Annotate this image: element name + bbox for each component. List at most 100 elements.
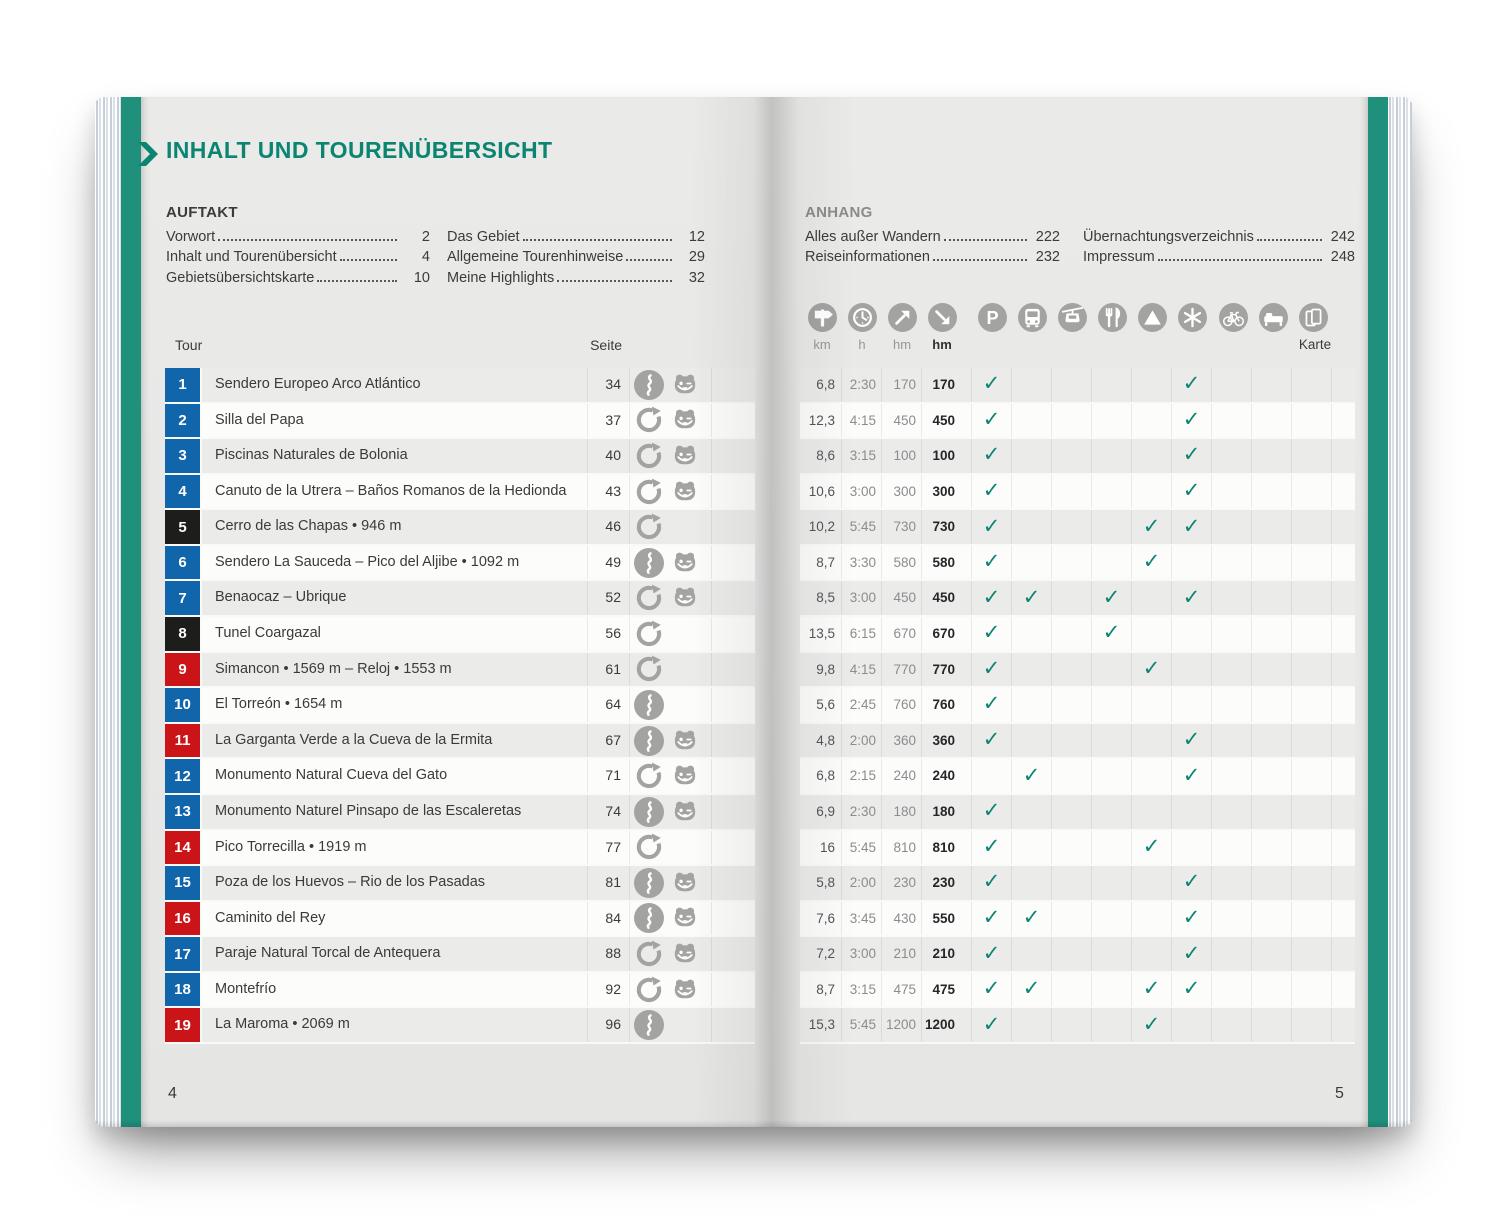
family-bear-icon xyxy=(674,587,696,607)
empty-cell xyxy=(1332,546,1355,580)
tour-number-tile: 6 xyxy=(165,545,202,580)
toc-entry: Alles außer Wandern 222 xyxy=(805,224,1060,245)
tour-number-tile: 18 xyxy=(165,972,202,1007)
empty-cell xyxy=(1332,439,1355,473)
check-cell-bicycle xyxy=(1212,830,1252,865)
check-cell-bus xyxy=(1012,937,1052,971)
checkmark-icon: ✓ xyxy=(982,372,1001,396)
check-cell-snowflake: ✓ xyxy=(1172,759,1212,793)
tour-row: 15 Poza de los Huevos – Rio de los Pasada… xyxy=(165,866,755,902)
check-cell-snowflake xyxy=(1172,545,1212,580)
tour-row: 11 La Garganta Verde a la Cueva de la Erm… xyxy=(165,723,755,760)
checkmark-icon: ✓ xyxy=(1182,372,1201,396)
check-cell-peak: ✓ xyxy=(1132,830,1172,865)
checkmark-icon: ✓ xyxy=(982,977,1001,1001)
tour-type-icons xyxy=(630,688,712,722)
empty-cell xyxy=(712,475,755,509)
family-bear-icon xyxy=(674,409,696,429)
check-cell-restaurant xyxy=(1092,368,1132,402)
tour-number-tile: 12 xyxy=(165,759,202,793)
check-cell-snowflake: ✓ xyxy=(1172,510,1212,544)
check-cell-parking: ✓ xyxy=(972,901,1012,936)
tour-row: 19 La Maroma • 2069 m 96 xyxy=(165,1008,755,1044)
tour-page-number: 84 xyxy=(588,901,630,936)
tour-row: 3 Piscinas Naturales de Bolonia 40 xyxy=(165,439,755,475)
tour-ascent: 100 xyxy=(882,439,922,473)
bus-icon xyxy=(1017,303,1047,332)
ascent-arrow-icon xyxy=(887,303,917,332)
tour-number-tile: 10 xyxy=(165,688,202,722)
empty-cell xyxy=(1332,510,1355,544)
tour-km: 10,2 xyxy=(800,510,842,544)
tour-table-right: 6,8 2:30 170 170 ✓ ✓ 12,3 4:15 450 450 ✓ ✓ 8,6 3:15 10… xyxy=(800,368,1355,1044)
tour-descent: 450 xyxy=(922,403,972,438)
check-cell-bed xyxy=(1252,688,1292,722)
tour-page-number: 92 xyxy=(588,972,630,1007)
tour-type-icons xyxy=(630,972,712,1007)
tour-type-icons xyxy=(630,759,712,793)
check-cell-peak xyxy=(1132,617,1172,651)
tour-descent: 100 xyxy=(922,439,972,473)
tour-number-tile: 3 xyxy=(165,439,202,473)
empty-cell xyxy=(712,724,755,758)
tour-row: 5 Cerro de las Chapas • 946 m 46 xyxy=(165,510,755,546)
toc-entry-page: 232 xyxy=(1035,249,1060,266)
facility-icon-wrap xyxy=(1137,303,1167,337)
tour-hours: 3:00 xyxy=(842,937,882,971)
toc-entry: Das Gebiet 12 xyxy=(447,224,705,245)
tour-data-row: 4,8 2:00 360 360 ✓ ✓ xyxy=(800,723,1355,760)
tour-hours: 4:15 xyxy=(842,652,882,687)
check-cell-restaurant xyxy=(1092,403,1132,438)
checkmark-icon: ✓ xyxy=(982,443,1001,467)
checkmark-icon: ✓ xyxy=(1022,905,1041,929)
clock-icon xyxy=(847,303,877,332)
toc-entry-label: Das Gebiet xyxy=(447,228,520,245)
empty-cell xyxy=(712,510,755,544)
tour-hours: 3:00 xyxy=(842,474,882,509)
tour-page-number: 81 xyxy=(588,866,630,900)
check-cell-snowflake: ✓ xyxy=(1172,972,1212,1007)
tour-hours: 3:45 xyxy=(842,901,882,936)
tour-km: 15,3 xyxy=(800,1008,842,1042)
check-cell-bus xyxy=(1012,830,1052,865)
empty-cell xyxy=(712,866,755,900)
tour-data-row: 5,8 2:00 230 230 ✓ ✓ xyxy=(800,866,1355,902)
tour-descent: 810 xyxy=(922,830,972,865)
check-cell-parking xyxy=(972,759,1012,793)
facility-icon-wrap xyxy=(1097,303,1127,337)
tour-number: 8 xyxy=(178,625,187,643)
tour-hours: 2:30 xyxy=(842,794,882,829)
family-bear-icon xyxy=(674,908,696,927)
check-cell-restaurant: ✓ xyxy=(1092,581,1132,616)
check-cell-snowflake: ✓ xyxy=(1172,368,1212,402)
checkmark-icon: ✓ xyxy=(1182,941,1201,965)
check-cell-snowflake xyxy=(1172,688,1212,722)
tour-data-row: 12,3 4:15 450 450 ✓ ✓ xyxy=(800,403,1355,440)
check-cell-map xyxy=(1292,368,1332,402)
tour-data-row: 16 5:45 810 810 ✓ ✓ xyxy=(800,830,1355,867)
check-cell-map xyxy=(1292,617,1332,651)
checkmark-icon: ✓ xyxy=(1182,443,1201,467)
check-cell-map xyxy=(1292,581,1332,616)
family-bear-icon xyxy=(674,374,696,394)
tour-number: 3 xyxy=(178,447,187,465)
check-cell-map xyxy=(1292,1008,1332,1042)
measure-icon-wrap xyxy=(847,303,877,337)
tour-ascent: 760 xyxy=(882,688,922,722)
check-cell-restaurant xyxy=(1092,901,1132,936)
tour-type-icons xyxy=(630,581,712,616)
measure-icon-wrap xyxy=(887,303,917,337)
checkmark-icon: ✓ xyxy=(1142,834,1161,858)
column-label-hm: hm xyxy=(892,337,912,352)
checkmark-icon: ✓ xyxy=(1182,870,1201,894)
check-cell-map xyxy=(1292,901,1332,936)
toc-entry: Reiseinformationen 232 xyxy=(805,245,1060,266)
tour-type-icons xyxy=(630,723,712,758)
bed-icon xyxy=(1258,303,1288,332)
facility-icon-wrap xyxy=(1057,303,1087,337)
tour-ascent: 580 xyxy=(882,545,922,580)
table-header-tour: Tour xyxy=(175,337,203,353)
tour-data-row: 6,9 2:30 180 180 ✓ xyxy=(800,794,1355,831)
empty-cell xyxy=(712,831,755,865)
check-cell-restaurant xyxy=(1092,972,1132,1007)
